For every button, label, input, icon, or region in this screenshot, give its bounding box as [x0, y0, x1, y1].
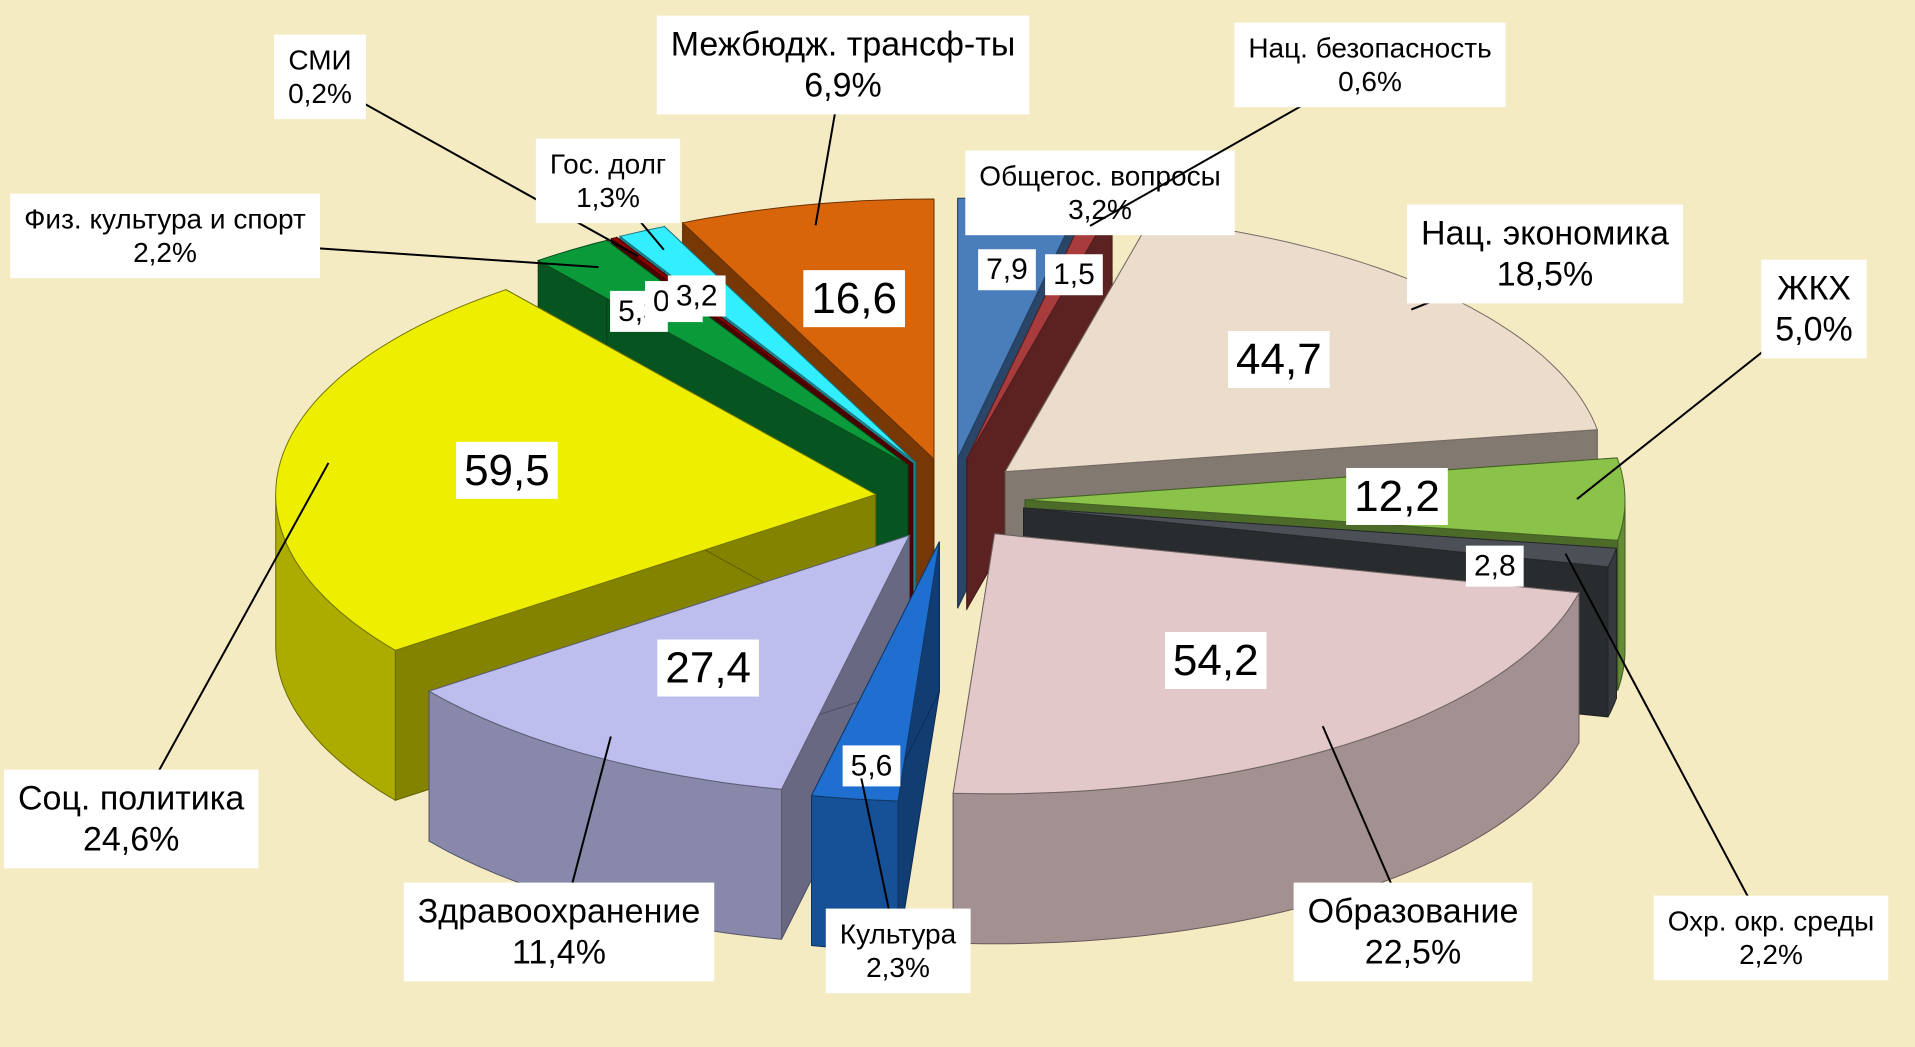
value-label-box: [657, 639, 760, 697]
category-label: СМИ: [288, 45, 351, 76]
slice: [681, 198, 935, 461]
category-label-box: [4, 769, 259, 869]
percent-label: 1,3%: [576, 182, 640, 213]
percent-label: 2,3%: [866, 952, 930, 983]
value-label-box: [978, 249, 1036, 291]
category-label: Охр. окр. среды: [1668, 906, 1875, 937]
percent-label: 11,4%: [512, 933, 606, 971]
category-label: Гос. долг: [550, 149, 666, 180]
value-label: 2,8: [1474, 550, 1516, 583]
value-label: 7,9: [986, 253, 1028, 286]
percent-label: 2,2%: [133, 237, 197, 268]
value-label: 44,7: [1236, 335, 1322, 384]
category-label-box: [535, 138, 681, 224]
category-label: Общегос. вопросы: [979, 161, 1220, 192]
category-label-box: [403, 882, 715, 982]
leader-line: [319, 78, 639, 257]
value-label-box: [1164, 632, 1267, 690]
category-label-box: [1653, 895, 1889, 981]
value-label-box: [842, 745, 901, 787]
percent-label: 0,6%: [1338, 66, 1402, 97]
value-label: 1,5: [1053, 258, 1095, 291]
category-label: ЖКХ: [1777, 270, 1851, 308]
value-label-box: [1228, 331, 1330, 389]
category-label: Межбюдж. трансф-ты: [671, 26, 1016, 64]
category-label-box: [1761, 259, 1867, 359]
value-label: 5,6: [851, 749, 893, 782]
value-label: 54,2: [1173, 636, 1259, 685]
value-label-box: [803, 270, 905, 328]
value-label-box: [456, 441, 558, 499]
slice-wall: [1607, 548, 1617, 718]
category-label: Культура: [840, 919, 957, 950]
value-label-box: [667, 275, 726, 317]
value-label-box: [1465, 545, 1524, 587]
percent-label: 5,0%: [1775, 310, 1853, 348]
value-label-box: [1045, 254, 1103, 296]
category-label-box: [10, 193, 321, 279]
slice: [275, 289, 877, 651]
category-label-box: [1234, 22, 1506, 108]
leader-line: [130, 462, 330, 822]
leader-line: [1564, 553, 1772, 941]
value-label: 12,2: [1354, 472, 1440, 521]
category-label: Нац. безопасность: [1248, 33, 1491, 64]
value-label-box: [1346, 467, 1448, 525]
category-label: Нац. экономика: [1421, 215, 1669, 253]
slice: [810, 541, 940, 802]
category-label: Физ. культура и спорт: [24, 204, 306, 235]
category-label-box: [1407, 204, 1684, 304]
category-label: Соц. политика: [18, 780, 244, 818]
category-label-box: [825, 908, 971, 994]
value-label: 27,4: [665, 644, 751, 693]
category-label: Здравоохранение: [418, 893, 701, 931]
category-label: Образование: [1308, 893, 1519, 931]
value-label: 59,5: [464, 446, 550, 495]
percent-label: 6,9%: [804, 66, 882, 104]
value-label: 16,6: [811, 274, 897, 323]
category-label-box: [274, 34, 366, 120]
percent-label: 0,2%: [288, 78, 352, 109]
slices: [275, 197, 1626, 952]
slice: [1024, 457, 1626, 541]
category-label-box: [656, 15, 1030, 115]
percent-label: 18,5%: [1497, 255, 1593, 293]
value-label: 3,2: [676, 279, 718, 312]
percent-label: 24,6%: [83, 820, 179, 858]
percent-label: 2,2%: [1739, 939, 1803, 970]
percent-label: 22,5%: [1365, 933, 1461, 971]
category-label-box: [1293, 882, 1533, 982]
